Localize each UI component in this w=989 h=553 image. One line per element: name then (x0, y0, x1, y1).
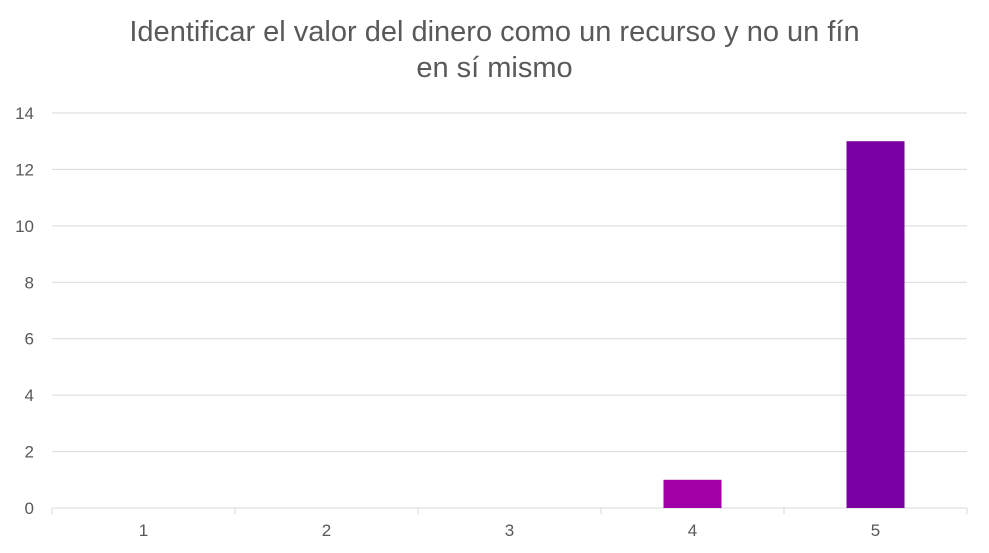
y-tick-label: 0 (25, 499, 34, 518)
bar-5 (846, 141, 905, 508)
y-tick-label: 4 (25, 386, 34, 405)
y-tick-label: 12 (15, 160, 34, 179)
x-tick-label: 3 (505, 521, 514, 540)
x-tick-label: 1 (139, 521, 148, 540)
y-tick-label: 8 (25, 273, 34, 292)
y-tick-label: 14 (15, 104, 34, 123)
chart-title: Identificar el valor del dinero como un … (0, 14, 989, 86)
y-tick-label: 6 (25, 330, 34, 349)
gridlines (51, 112, 968, 514)
bar-4 (663, 479, 722, 508)
x-axis-tick-labels: 1 2 3 4 5 (139, 521, 880, 540)
chart-title-line-2: en sí mismo (416, 52, 573, 84)
y-axis-tick-labels: 0 2 4 6 8 10 12 14 (15, 104, 34, 518)
y-tick-label: 10 (15, 217, 34, 236)
x-tick-label: 2 (322, 521, 331, 540)
x-tick-label: 4 (688, 521, 697, 540)
y-tick-label: 2 (25, 443, 34, 462)
x-tick-label: 5 (871, 521, 880, 540)
bars (663, 141, 905, 508)
chart-title-line-1: Identificar el valor del dinero como un … (129, 16, 860, 48)
